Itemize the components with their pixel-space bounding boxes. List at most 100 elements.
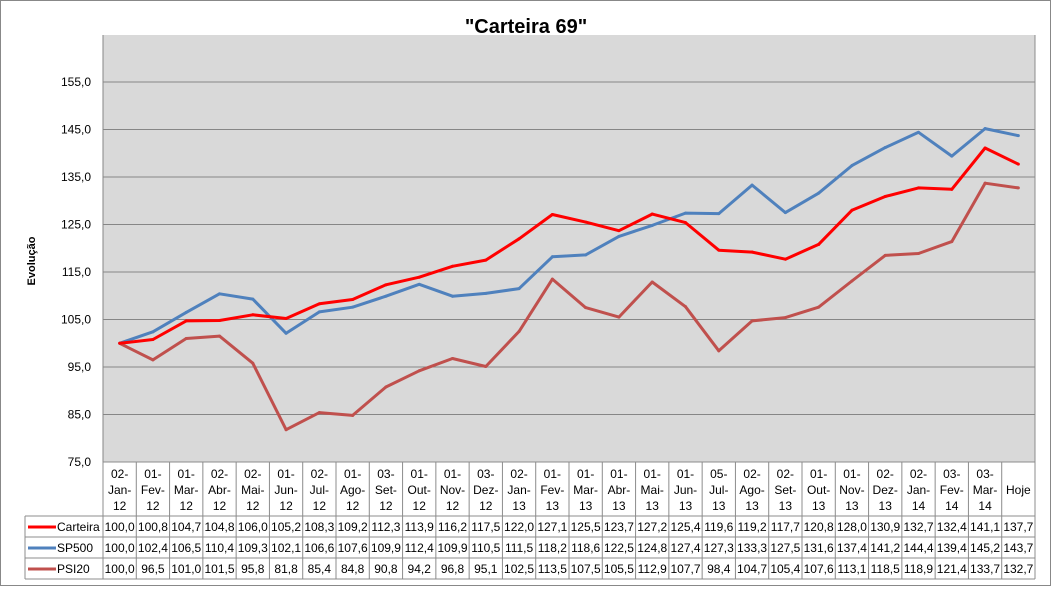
data-table-value: 137,4: [837, 541, 867, 555]
data-point-sp500: [451, 294, 454, 298]
data-table-value: 108,3: [304, 520, 334, 534]
y-tick-label: 75,0: [68, 455, 92, 469]
data-table-value: 143,7: [1003, 541, 1033, 555]
data-table-value: 104,7: [171, 520, 201, 534]
data-point-psi20: [817, 305, 821, 309]
data-table-value: 109,3: [238, 541, 268, 555]
data-table-value: 116,2: [438, 520, 467, 534]
y-axis-label: Evolução: [26, 236, 38, 285]
data-point-psi20: [451, 356, 454, 360]
data-table-value: 107,6: [338, 541, 368, 555]
data-point-sp500: [584, 253, 588, 257]
data-table-value: 127,3: [704, 541, 734, 555]
data-point-psi20: [783, 316, 787, 320]
data-table-value: 131,6: [804, 541, 834, 555]
data-table-value: 145,2: [970, 541, 1000, 555]
data-point-psi20: [950, 240, 954, 244]
data-table-value: 90,8: [374, 562, 398, 576]
data-point-psi20: [717, 349, 721, 353]
category-label: 02-Set-13: [774, 467, 796, 513]
category-label: 01-Fev-12: [141, 467, 165, 513]
data-point-sp500: [218, 292, 221, 296]
data-table-value: 102,1: [271, 541, 301, 555]
data-table-value: 112,3: [371, 520, 400, 534]
category-label: 02-Jan-12: [108, 467, 131, 513]
data-point-psi20: [850, 279, 854, 283]
data-table-value: 127,5: [770, 541, 800, 555]
data-point-sp500: [917, 130, 920, 134]
data-point-carteira: [817, 242, 821, 246]
data-table-value: 133,7: [970, 562, 1000, 576]
data-point-sp500: [550, 255, 554, 259]
data-table-value: 106,5: [171, 541, 201, 555]
data-table-value: 118,6: [571, 541, 600, 555]
data-point-sp500: [684, 211, 687, 215]
data-table-value: 128,0: [837, 520, 867, 534]
data-point-carteira: [684, 221, 687, 225]
data-point-sp500: [617, 234, 621, 238]
data-point-carteira: [218, 318, 221, 322]
data-table-value: 118,5: [871, 562, 900, 576]
data-table-value: 107,6: [804, 562, 834, 576]
data-table-value: 100,0: [105, 541, 135, 555]
data-point-psi20: [917, 251, 920, 255]
data-table-value: 121,4: [937, 562, 967, 576]
data-point-carteira: [118, 341, 122, 345]
data-point-carteira: [1016, 162, 1020, 166]
data-point-sp500: [517, 287, 521, 291]
category-label: 01-Nov-13: [839, 467, 864, 513]
data-table-value: 95,8: [241, 562, 265, 576]
data-table-value: 133,3: [737, 541, 767, 555]
category-label: 03-Dez-12: [473, 467, 498, 513]
data-point-sp500: [650, 223, 654, 227]
data-table-value: 119,6: [704, 520, 733, 534]
data-point-carteira: [284, 317, 288, 321]
data-table-value: 112,9: [638, 562, 667, 576]
data-point-sp500: [151, 330, 155, 334]
data-point-sp500: [417, 282, 421, 286]
data-table-value: 118,2: [538, 541, 567, 555]
category-label: 01-Jun-13: [674, 467, 697, 513]
data-point-sp500: [950, 154, 954, 158]
data-point-carteira: [151, 337, 155, 341]
data-table-value: 139,4: [937, 541, 967, 555]
data-table-value: 117,5: [471, 520, 500, 534]
category-label: 02-Jan-14: [907, 467, 930, 513]
category-label: 01-Jun-12: [274, 467, 297, 513]
data-point-carteira: [451, 264, 454, 268]
data-point-carteira: [184, 319, 188, 323]
data-table-value: 105,2: [271, 520, 301, 534]
data-table-value: 96,8: [441, 562, 465, 576]
data-point-psi20: [384, 385, 388, 389]
data-table-value: 132,7: [1003, 562, 1033, 576]
data-point-psi20: [584, 306, 588, 310]
data-table-value: 107,7: [670, 562, 700, 576]
data-point-carteira: [983, 146, 987, 150]
data-table-value: 105,5: [604, 562, 634, 576]
data-table-value: 122,0: [504, 520, 534, 534]
data-table-value: 109,9: [371, 541, 401, 555]
data-table-value: 101,5: [204, 562, 234, 576]
data-point-psi20: [218, 334, 221, 338]
data-point-psi20: [351, 413, 355, 417]
data-point-carteira: [617, 229, 621, 233]
category-label: 01-Out-13: [807, 467, 830, 513]
data-table-value: 123,7: [604, 520, 634, 534]
data-point-sp500: [351, 305, 355, 309]
data-table-value: 113,1: [837, 562, 866, 576]
category-label: 01-Fev-13: [540, 467, 564, 513]
data-table-value: 106,6: [304, 541, 334, 555]
data-table-value: 137,7: [1003, 520, 1033, 534]
category-label: 01-Mar-12: [174, 467, 199, 513]
category-label: 03-Set-12: [375, 467, 397, 513]
data-table-value: 125,4: [670, 520, 700, 534]
data-point-sp500: [883, 146, 887, 150]
data-point-psi20: [550, 277, 554, 281]
data-table-value: 130,9: [870, 520, 900, 534]
data-point-carteira: [917, 186, 920, 190]
y-tick-label: 85,0: [68, 408, 92, 422]
data-point-carteira: [550, 213, 554, 217]
data-table-value: 106,0: [238, 520, 268, 534]
legend-label: SP500: [57, 541, 93, 555]
